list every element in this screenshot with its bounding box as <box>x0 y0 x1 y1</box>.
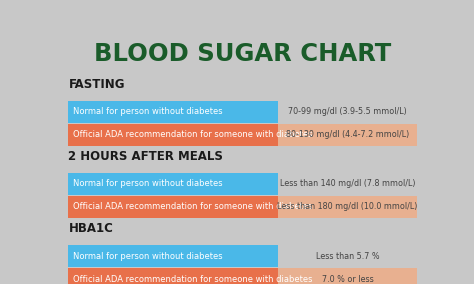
FancyBboxPatch shape <box>278 245 418 267</box>
FancyBboxPatch shape <box>278 124 418 146</box>
FancyBboxPatch shape <box>278 173 418 195</box>
Text: Official ADA recommendation for someone with diabetes: Official ADA recommendation for someone … <box>73 275 312 283</box>
FancyBboxPatch shape <box>278 268 418 284</box>
FancyBboxPatch shape <box>68 268 278 284</box>
Text: Normal for person without diabetes: Normal for person without diabetes <box>73 179 222 188</box>
FancyBboxPatch shape <box>68 245 278 267</box>
Text: BLOOD SUGAR CHART: BLOOD SUGAR CHART <box>94 42 392 66</box>
Text: Normal for person without diabetes: Normal for person without diabetes <box>73 252 222 260</box>
FancyBboxPatch shape <box>68 101 278 123</box>
Text: FASTING: FASTING <box>68 78 125 91</box>
Text: Normal for person without diabetes: Normal for person without diabetes <box>73 107 222 116</box>
Text: Less than 140 mg/dl (7.8 mmol/L): Less than 140 mg/dl (7.8 mmol/L) <box>280 179 415 188</box>
Text: Official ADA recommendation for someone with diabetes: Official ADA recommendation for someone … <box>73 202 312 211</box>
FancyBboxPatch shape <box>278 101 418 123</box>
Text: 80-130 mg/dl (4.4-7.2 mmol/L): 80-130 mg/dl (4.4-7.2 mmol/L) <box>286 130 409 139</box>
Text: Less than 180 mg/dl (10.0 mmol/L): Less than 180 mg/dl (10.0 mmol/L) <box>277 202 418 211</box>
Text: 2 HOURS AFTER MEALS: 2 HOURS AFTER MEALS <box>68 150 223 163</box>
Text: HBA1C: HBA1C <box>68 222 113 235</box>
FancyBboxPatch shape <box>68 173 278 195</box>
Text: Less than 5.7 %: Less than 5.7 % <box>316 252 379 260</box>
Text: Official ADA recommendation for someone with diabetes: Official ADA recommendation for someone … <box>73 130 312 139</box>
FancyBboxPatch shape <box>68 196 278 218</box>
Text: 70-99 mg/dl (3.9-5.5 mmol/L): 70-99 mg/dl (3.9-5.5 mmol/L) <box>288 107 407 116</box>
Text: 7.0 % or less: 7.0 % or less <box>322 275 374 283</box>
FancyBboxPatch shape <box>278 196 418 218</box>
FancyBboxPatch shape <box>68 124 278 146</box>
